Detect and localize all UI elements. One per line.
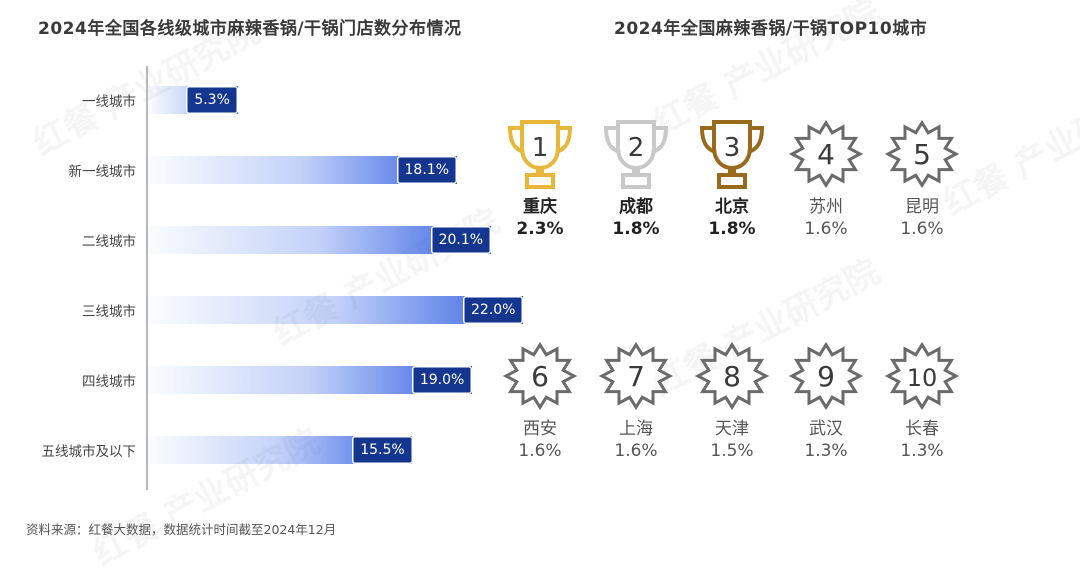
rank-share: 2.3% [516, 219, 564, 239]
rank-item: 4 苏州 1.6% [771, 118, 881, 240]
svg-text:3: 3 [724, 133, 741, 163]
category-label: 五线城市及以下 [41, 444, 137, 460]
rank-city: 长春 [905, 419, 939, 439]
star-badge-icon: 10 [884, 341, 960, 411]
star-badge-icon: 7 [598, 341, 674, 411]
category-label: 一线城市 [82, 94, 136, 110]
rank-share: 1.3% [900, 441, 944, 461]
svg-text:1: 1 [532, 133, 549, 163]
value-label: 19.0% [411, 366, 473, 394]
star-badge-icon: 6 [502, 341, 578, 411]
gold-trophy-icon: 1 [507, 120, 573, 189]
rank-item: 1 重庆 2.3% [485, 118, 595, 240]
svg-text:7: 7 [627, 360, 645, 393]
svg-text:10: 10 [907, 364, 938, 392]
rank-item: 9 武汉 1.3% [771, 340, 881, 462]
svg-text:6: 6 [531, 360, 549, 393]
category-label: 四线城市 [82, 374, 136, 390]
rank-city: 北京 [715, 197, 749, 217]
svg-text:4: 4 [817, 138, 835, 171]
rank-item: 3 北京 1.8% [677, 118, 787, 240]
rank-city: 成都 [619, 197, 653, 217]
source-note: 资料来源：红餐大数据，数据统计时间截至2024年12月 [26, 522, 337, 537]
rank-share: 1.6% [518, 441, 562, 461]
svg-text:9: 9 [817, 360, 835, 393]
rank-city: 昆明 [905, 197, 939, 217]
rank-city: 天津 [715, 419, 749, 439]
category-label: 新一线城市 [68, 164, 137, 180]
rank-item: 6 西安 1.6% [485, 340, 595, 462]
rank-city: 上海 [619, 419, 653, 439]
rank-share: 1.6% [900, 219, 944, 239]
rank-city: 苏州 [809, 197, 843, 217]
rank-share: 1.8% [612, 219, 660, 239]
svg-text:5: 5 [913, 138, 931, 171]
rank-item: 5 昆明 1.6% [867, 118, 977, 240]
value-label: 5.3% [186, 86, 238, 114]
rank-item: 7 上海 1.6% [581, 340, 691, 462]
bronze-trophy-icon: 3 [699, 120, 765, 189]
rank-city: 重庆 [523, 197, 557, 217]
left-chart-title: 2024年全国各线级城市麻辣香锅/干锅门店数分布情况 [38, 19, 462, 39]
rank-share: 1.3% [804, 441, 848, 461]
category-label: 二线城市 [82, 234, 136, 250]
star-badge-icon: 5 [884, 119, 960, 189]
rank-item: 2 成都 1.8% [581, 118, 691, 240]
watermark: 红餐 产业研究院 [266, 201, 507, 354]
silver-trophy-icon: 2 [603, 120, 669, 189]
star-badge-icon: 4 [788, 119, 864, 189]
right-panel-title: 2024年全国麻辣香锅/干锅TOP10城市 [614, 19, 928, 39]
rank-item: 8 天津 1.5% [677, 340, 787, 462]
star-badge-icon: 9 [788, 341, 864, 411]
svg-text:8: 8 [723, 360, 741, 393]
rank-city: 武汉 [809, 419, 843, 439]
y-axis-line [146, 66, 148, 490]
rank-item: 10 长春 1.3% [867, 340, 977, 462]
rank-city: 西安 [523, 419, 557, 439]
value-label: 20.1% [430, 226, 492, 254]
value-label: 22.0% [463, 296, 524, 324]
star-badge-icon: 8 [694, 341, 770, 411]
rank-share: 1.5% [710, 441, 754, 461]
bar [148, 296, 523, 324]
category-label: 三线城市 [82, 304, 136, 320]
rank-share: 1.6% [804, 219, 848, 239]
value-label: 15.5% [352, 436, 413, 464]
value-label: 18.1% [396, 156, 457, 184]
rank-share: 1.8% [708, 219, 756, 239]
svg-text:2: 2 [628, 133, 645, 163]
rank-share: 1.6% [614, 441, 658, 461]
